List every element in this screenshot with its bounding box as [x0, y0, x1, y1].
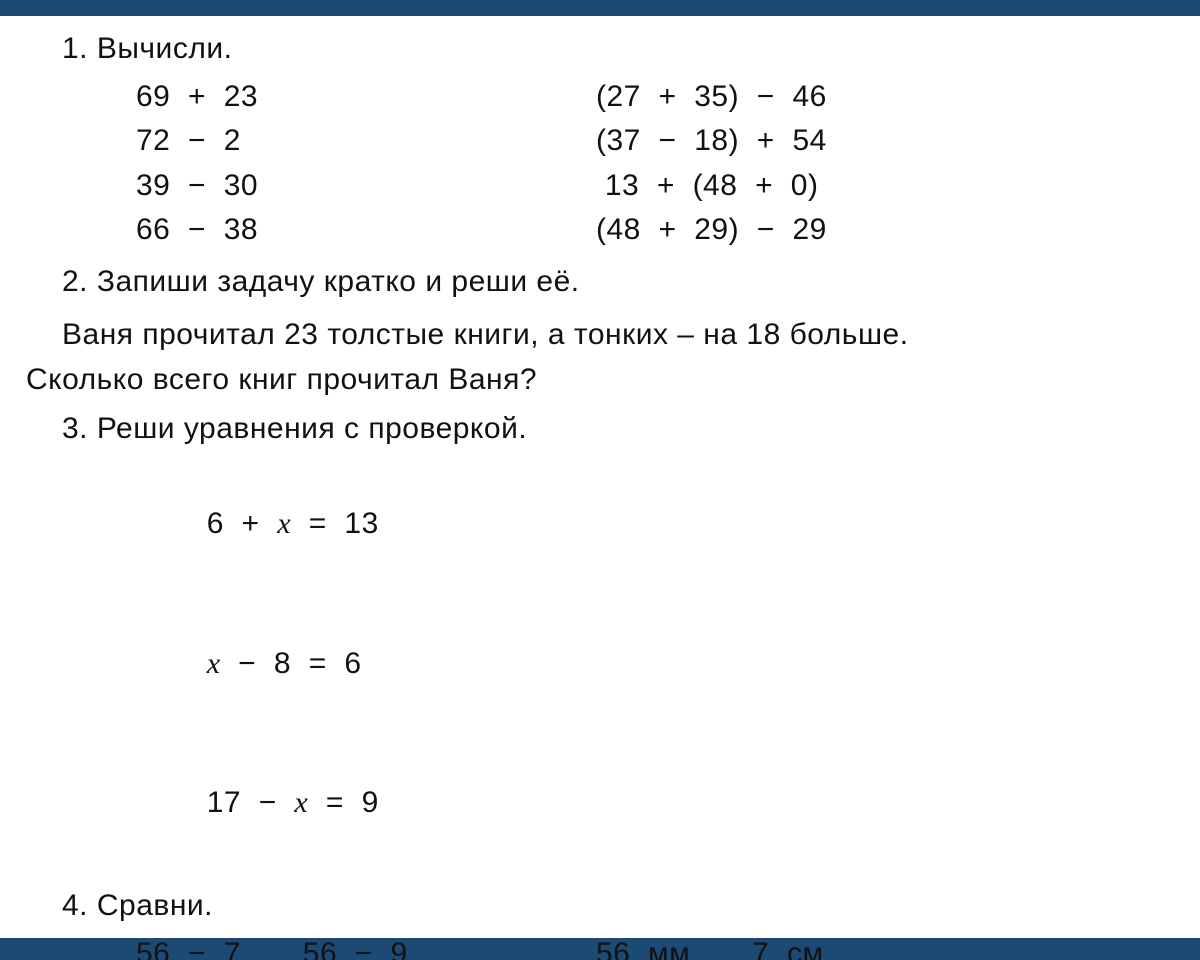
- task4-expr: 56 − 7 ... 56 − 9: [136, 932, 596, 960]
- task1-expr: 69 + 23: [136, 75, 596, 119]
- task1-expr: 72 − 2: [136, 119, 596, 163]
- task4-expr: 56 мм ... 7 см: [596, 932, 1116, 960]
- task4-expressions: 56 − 7 ... 56 − 9 34 + 47 ... 26 + 56 38…: [136, 932, 1194, 960]
- task1-heading: 1. Вычисли.: [62, 26, 1194, 71]
- task1-expr: (37 − 18) + 54: [596, 119, 1116, 163]
- eq-var: x: [207, 647, 221, 680]
- task1-col-right: (27 + 35) − 46 (37 − 18) + 54 13 + (48 +…: [596, 75, 1116, 253]
- task3-eq: 17 − x = 9: [136, 734, 1194, 874]
- task1-expr: 39 − 30: [136, 164, 596, 208]
- task1-expr: 13 + (48 + 0): [596, 164, 1116, 208]
- worksheet-page: 1. Вычисли. 69 + 23 72 − 2 39 − 30 66 − …: [0, 0, 1200, 960]
- eq-post: − 8 = 6: [221, 647, 362, 680]
- task4-col-right: 56 мм ... 7 см 1 м ... 7 дм 5 дм 6 см ..…: [596, 932, 1116, 960]
- worksheet-content: 1. Вычисли. 69 + 23 72 − 2 39 − 30 66 − …: [26, 24, 1194, 930]
- task3-equations: 6 + x = 13 x − 8 = 6 17 − x = 9: [136, 455, 1194, 874]
- task4-heading: 4. Сравни.: [62, 883, 1194, 928]
- task1-col-left: 69 + 23 72 − 2 39 − 30 66 − 38: [136, 75, 596, 253]
- eq-var: x: [277, 507, 291, 540]
- task1-expr: (27 + 35) − 46: [596, 75, 1116, 119]
- task1-expr: 66 − 38: [136, 208, 596, 252]
- task2-line2: Сколько всего книг прочитал Ваня?: [26, 357, 1194, 402]
- task2-heading: 2. Запиши задачу кратко и реши её.: [62, 259, 1194, 304]
- eq-post: = 9: [308, 786, 379, 819]
- task2-line1: Ваня прочитал 23 толстые книги, а тонких…: [26, 312, 1194, 357]
- eq-pre: 6 +: [207, 507, 278, 540]
- eq-var: x: [294, 786, 308, 819]
- task3-heading: 3. Реши уравнения с проверкой.: [62, 406, 1194, 451]
- task4-col-left: 56 − 7 ... 56 − 9 34 + 47 ... 26 + 56 38…: [136, 932, 596, 960]
- task2-problem: Ваня прочитал 23 толстые книги, а тонких…: [26, 312, 1194, 402]
- task3-eq: x − 8 = 6: [136, 594, 1194, 734]
- eq-pre: 17 −: [207, 786, 295, 819]
- task3-eq: 6 + x = 13: [136, 455, 1194, 595]
- task1-expressions: 69 + 23 72 − 2 39 − 30 66 − 38 (27 + 35)…: [136, 75, 1194, 253]
- eq-post: = 13: [291, 507, 379, 540]
- task1-expr: (48 + 29) − 29: [596, 208, 1116, 252]
- top-border-bar: [0, 0, 1200, 16]
